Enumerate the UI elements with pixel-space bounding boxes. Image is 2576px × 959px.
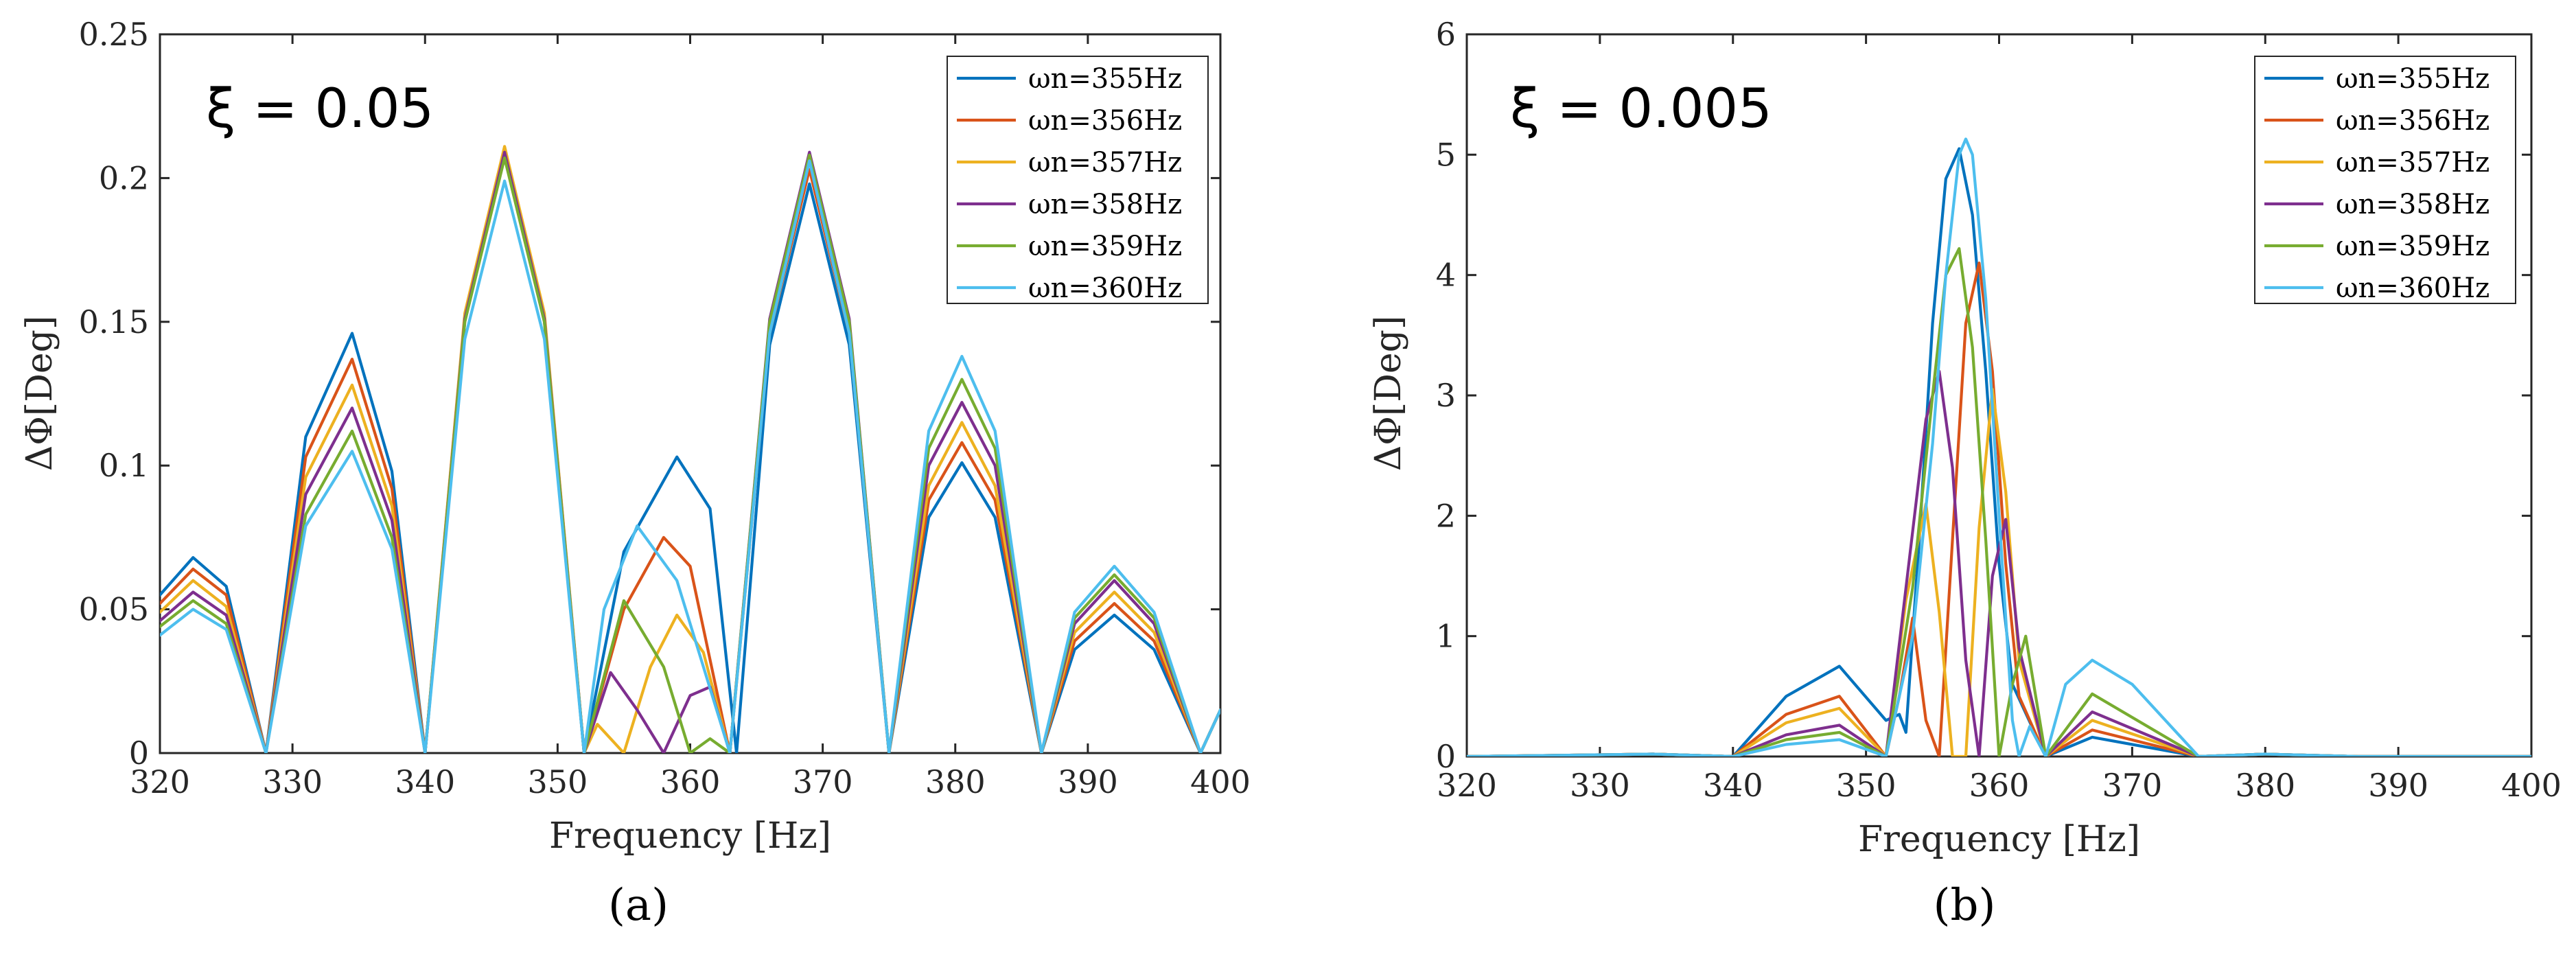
y-axis-label: ΔΦ[Deg] (19, 316, 60, 472)
legend-entry-label: ωn=356Hz (1028, 105, 1182, 137)
legend-entry-label: ωn=357Hz (2336, 147, 2490, 178)
series-line-6 (160, 159, 1220, 753)
legend-box (2254, 56, 2516, 304)
legend-entry-label: ωn=357Hz (1028, 147, 1182, 178)
series-line-3 (160, 145, 1220, 753)
x-tick-label: 330 (262, 763, 323, 800)
x-axis-label: Frequency [Hz] (1858, 819, 2140, 860)
y-tick-label: 0.1 (99, 447, 149, 484)
y-tick-label: 0.15 (79, 303, 149, 340)
x-axis-label: Frequency [Hz] (549, 816, 831, 857)
y-tick-label: 4 (1436, 257, 1456, 294)
x-tick-label: 320 (130, 763, 190, 800)
legend-entry-label: ωn=359Hz (2336, 231, 2490, 262)
y-tick-label: 3 (1436, 377, 1456, 414)
legend: ωn=355Hz ωn=356Hz ωn=357Hz ωn=358Hz ωn=359Hz… (2254, 56, 2516, 304)
y-tick-label: 2 (1436, 497, 1456, 534)
series-line-4 (160, 150, 1220, 753)
x-tick-label: 320 (1437, 767, 1497, 804)
x-tick-label: 400 (2501, 767, 2562, 804)
series-line-1 (1467, 147, 2531, 756)
legend-entry-label: ωn=359Hz (1028, 231, 1182, 262)
y-tick-label: 0 (129, 735, 149, 772)
y-tick-label: 0 (1436, 738, 1456, 775)
x-tick-label: 350 (1836, 767, 1896, 804)
series-group (1467, 137, 2531, 756)
series-line-6 (1467, 137, 2531, 756)
legend: ωn=355Hz ωn=356Hz ωn=357Hz ωn=358Hz ωn=359Hz… (947, 56, 1209, 304)
panel-a: 320 330 340 350 360 370 380 390 400 0 0.05 0.1 0.15 0… (19, 16, 1251, 931)
x-tick-label: 380 (2235, 767, 2295, 804)
x-tick-label: 330 (1570, 767, 1630, 804)
x-tick-label: 390 (2368, 767, 2428, 804)
x-tick-label: 350 (527, 763, 588, 800)
x-tick-label: 400 (1190, 763, 1251, 800)
series-line-4 (1467, 369, 2531, 756)
x-tick-label: 340 (395, 763, 455, 800)
series-line-3 (1467, 388, 2531, 756)
legend-entry-label: ωn=360Hz (1028, 273, 1182, 304)
y-tick-label: 6 (1436, 16, 1456, 53)
legend-entry-label: ωn=355Hz (2336, 63, 2490, 95)
panel-label: (b) (1934, 880, 1996, 931)
x-tick-label: 340 (1703, 767, 1763, 804)
x-tick-label: 360 (1969, 767, 2030, 804)
x-tick-label: 370 (793, 763, 853, 800)
damping-annotation: ξ = 0.005 (1510, 78, 1772, 140)
legend-entry-label: ωn=355Hz (1028, 63, 1182, 95)
y-tick-label: 0.05 (79, 591, 149, 628)
x-tick-label: 370 (2102, 767, 2162, 804)
x-tick-label: 380 (925, 763, 986, 800)
y-tick-label: 5 (1436, 136, 1456, 173)
y-tick-label: 0.25 (79, 16, 149, 53)
y-axis-label: ΔΦ[Deg] (1368, 316, 1409, 472)
legend-entry-label: ωn=356Hz (2336, 105, 2490, 137)
legend-entry-label: ωn=358Hz (2336, 189, 2490, 220)
damping-annotation: ξ = 0.05 (206, 78, 434, 140)
series-group (160, 145, 1220, 753)
y-tick-label: 1 (1436, 618, 1456, 655)
legend-box (947, 56, 1209, 304)
panel-label: (a) (608, 880, 669, 931)
series-line-2 (1467, 262, 2531, 756)
x-tick-label: 390 (1058, 763, 1118, 800)
legend-entry-label: ωn=360Hz (2336, 273, 2490, 304)
series-line-5 (1467, 247, 2531, 756)
legend-entry-label: ωn=358Hz (1028, 189, 1182, 220)
y-tick-label: 0.2 (99, 159, 149, 196)
panel-b: 320 330 340 350 360 370 380 390 400 0 1 2 3 4 5 6 ξ = 0.… (1368, 16, 2562, 931)
x-tick-label: 360 (660, 763, 721, 800)
